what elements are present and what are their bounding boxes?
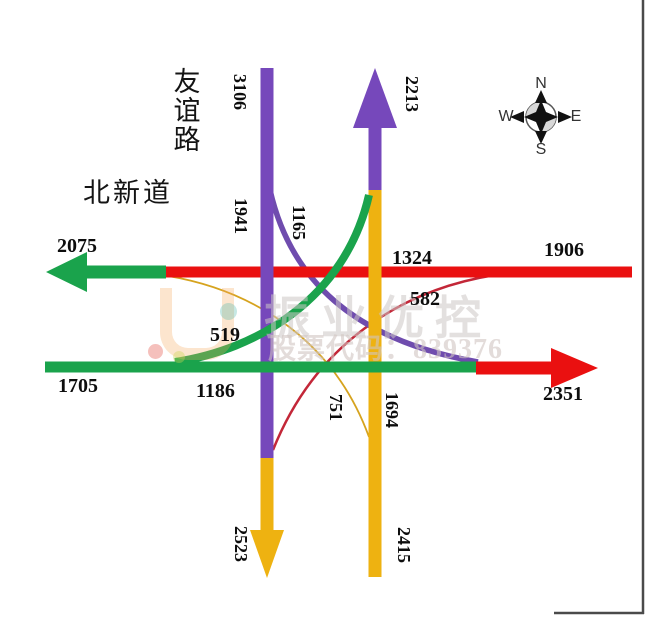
label-east-approach-total: 1906 — [544, 239, 584, 261]
compass-arrow-west — [510, 111, 524, 123]
flow-curve-north-left-to-east — [267, 189, 479, 365]
label-south-exit-total: 2523 — [231, 526, 251, 562]
label-east-left-turn: 582 — [410, 288, 440, 310]
label-west-left-turn: 519 — [210, 324, 240, 346]
road-name-vertical: 友谊路 — [173, 67, 201, 155]
compass-label-east: E — [570, 108, 582, 125]
label-west-through: 1186 — [196, 380, 235, 402]
compass-arrow-north — [535, 90, 547, 103]
compass-rose — [510, 90, 572, 144]
label-west-approach-total: 1705 — [58, 375, 98, 397]
compass-star — [524, 100, 558, 134]
label-north-approach-total: 3106 — [230, 74, 250, 110]
compass-label-south: S — [535, 141, 547, 158]
east-exit-arrowhead — [551, 348, 598, 388]
watermark-logo-teal-dot — [220, 303, 237, 320]
compass-arrow-east — [558, 111, 572, 123]
flow-curve-east-left-to-south — [271, 273, 496, 451]
label-east-exit-total: 2351 — [543, 383, 583, 405]
compass-label-west: W — [498, 108, 514, 125]
label-south-through: 1694 — [382, 392, 402, 428]
label-west-exit-total: 2075 — [57, 235, 97, 257]
label-east-through: 1324 — [392, 247, 432, 269]
north-exit-arrowhead — [353, 68, 397, 128]
watermark-logo-u-shape — [160, 288, 234, 360]
compass-label-north: N — [535, 75, 547, 92]
road-name-horizontal: 北新道 — [83, 178, 173, 208]
label-south-left-turn: 751 — [326, 394, 346, 421]
label-north-through: 1941 — [231, 198, 251, 234]
compass-arrow-south — [535, 131, 547, 144]
label-north-exit-total: 2213 — [402, 76, 422, 112]
watermark-stock-code-text: 股票代码：839376 — [268, 334, 504, 365]
west-exit-arrowhead — [46, 252, 87, 292]
watermark-logo-red-dot — [148, 344, 163, 359]
watermark-logo-yellow-dot — [173, 351, 185, 363]
label-north-left-turn: 1165 — [289, 205, 309, 241]
south-exit-arrowhead — [250, 530, 284, 578]
label-south-approach-total: 2415 — [394, 527, 414, 563]
watermark-brand-text: 振业优控 — [264, 293, 492, 344]
